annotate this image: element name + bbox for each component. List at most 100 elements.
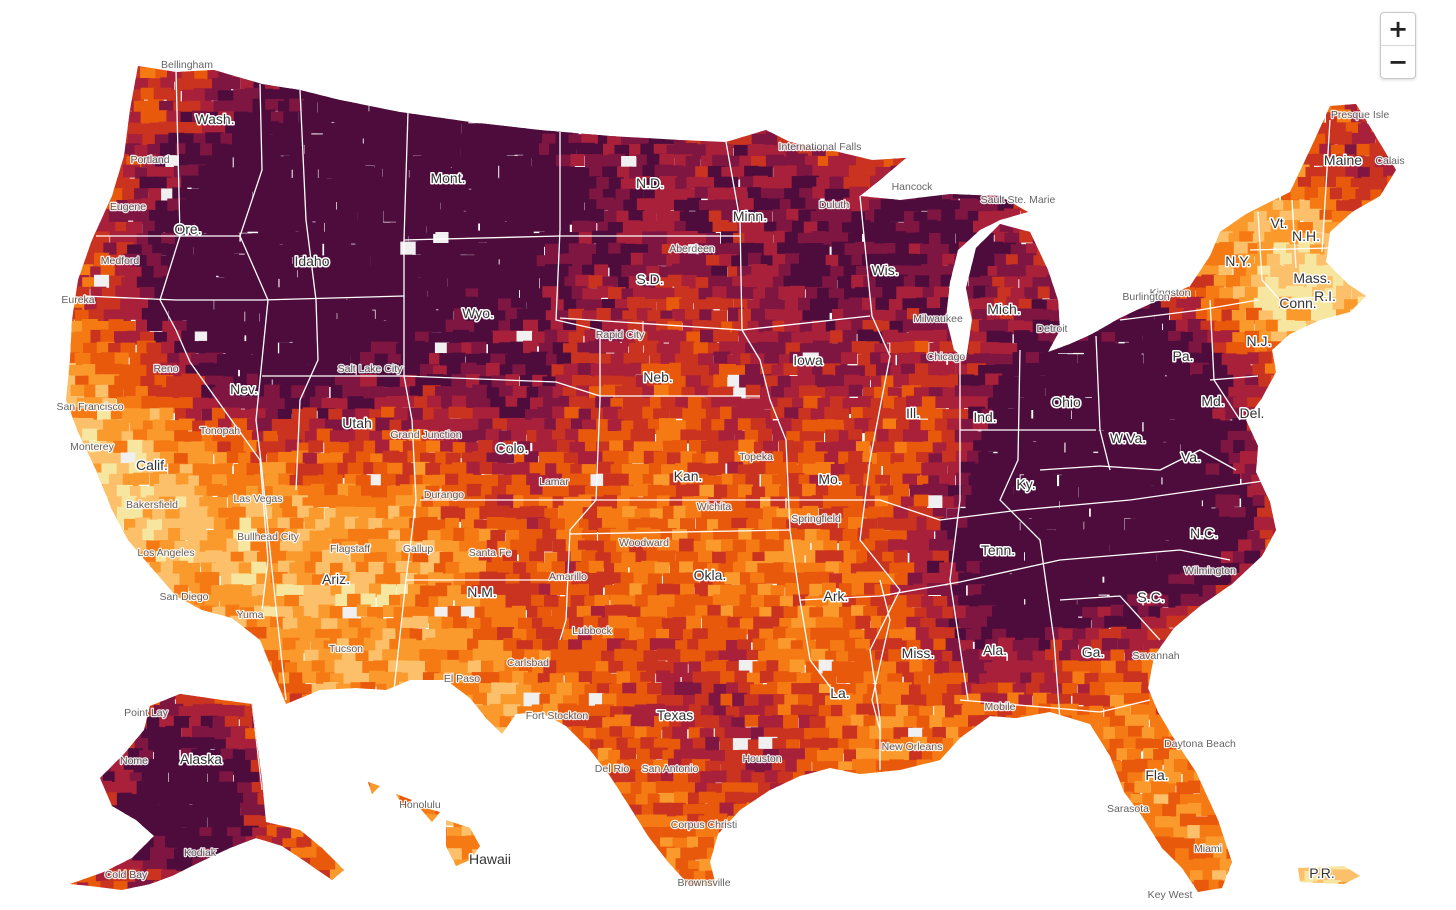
county-cell[interactable]	[113, 177, 130, 191]
county-cell[interactable]	[1335, 154, 1355, 169]
county-cell[interactable]	[992, 123, 1008, 138]
county-cell[interactable]	[1033, 208, 1048, 222]
county-cell[interactable]	[1103, 242, 1122, 256]
county-cell[interactable]	[1356, 77, 1373, 94]
county-cell[interactable]	[784, 121, 801, 137]
county-cell[interactable]	[630, 99, 645, 112]
county-cell[interactable]	[1082, 208, 1099, 223]
county-cell[interactable]	[343, 78, 359, 93]
county-cell[interactable]	[334, 110, 350, 125]
county-cell[interactable]	[1316, 452, 1334, 467]
county-cell[interactable]	[253, 57, 273, 71]
county-cell[interactable]	[56, 453, 73, 468]
county-cell[interactable]	[1349, 242, 1365, 257]
county-cell[interactable]	[1317, 561, 1336, 578]
county-cell[interactable]	[453, 176, 469, 192]
county-cell[interactable]	[1162, 99, 1180, 114]
county-cell[interactable]	[214, 56, 229, 69]
county-cell[interactable]	[838, 77, 857, 90]
county-cell[interactable]	[1175, 209, 1192, 226]
county-cell[interactable]	[96, 516, 113, 532]
county-cell[interactable]	[1168, 266, 1187, 281]
county-cell[interactable]	[552, 55, 572, 68]
county-cell[interactable]	[740, 110, 758, 125]
county-cell[interactable]	[945, 66, 965, 83]
county-cell[interactable]	[1310, 462, 1326, 477]
county-cell[interactable]	[700, 89, 717, 105]
county-cell[interactable]	[1083, 297, 1099, 312]
county-cell[interactable]	[809, 55, 829, 69]
county-cell[interactable]	[1064, 308, 1082, 321]
county-cell[interactable]	[721, 78, 739, 94]
county-cell[interactable]	[71, 167, 89, 179]
county-cell[interactable]	[1075, 287, 1092, 303]
county-cell[interactable]	[1175, 187, 1192, 204]
county-cell[interactable]	[779, 112, 799, 129]
county-cell[interactable]	[772, 56, 787, 68]
county-cell[interactable]	[461, 56, 479, 72]
county-cell[interactable]	[1358, 452, 1374, 467]
county-cell[interactable]	[1325, 89, 1341, 105]
county-cell[interactable]	[264, 121, 280, 135]
county-cell[interactable]	[1254, 451, 1271, 465]
county-cell[interactable]	[58, 496, 73, 511]
county-cell[interactable]	[1189, 166, 1205, 180]
county-cell[interactable]	[492, 89, 507, 105]
county-cell[interactable]	[1376, 417, 1394, 431]
county-cell[interactable]	[1020, 210, 1039, 225]
county-cell[interactable]	[175, 78, 190, 92]
county-cell[interactable]	[1127, 66, 1142, 83]
county-cell[interactable]	[1115, 154, 1134, 170]
county-cell[interactable]	[633, 110, 649, 125]
county-cell[interactable]	[94, 274, 109, 289]
county-cell[interactable]	[1280, 145, 1295, 160]
county-cell[interactable]	[1298, 87, 1313, 101]
county-cell[interactable]	[89, 111, 105, 125]
county-cell[interactable]	[641, 98, 659, 113]
county-cell[interactable]	[1272, 419, 1289, 436]
county-cell[interactable]	[114, 352, 129, 366]
county-cell[interactable]	[1077, 177, 1093, 194]
county-cell[interactable]	[1342, 231, 1357, 246]
county-cell[interactable]	[1330, 517, 1348, 531]
county-cell[interactable]	[304, 77, 324, 92]
county-cell[interactable]	[1163, 254, 1179, 270]
county-cell[interactable]	[1186, 232, 1205, 246]
county-cell[interactable]	[1232, 198, 1251, 212]
county-cell[interactable]	[1332, 340, 1351, 356]
county-cell[interactable]	[1409, 322, 1425, 338]
county-cell[interactable]	[1355, 342, 1371, 357]
county-cell[interactable]	[1342, 450, 1358, 463]
county-cell[interactable]	[987, 177, 1007, 194]
county-cell[interactable]	[1356, 143, 1373, 156]
county-cell[interactable]	[1317, 429, 1331, 446]
county-cell[interactable]	[74, 66, 92, 82]
county-cell[interactable]	[421, 319, 438, 333]
county-cell[interactable]	[584, 66, 604, 79]
county-cell[interactable]	[51, 177, 68, 192]
county-cell[interactable]	[69, 187, 84, 203]
county-cell[interactable]	[108, 384, 124, 399]
county-cell[interactable]	[530, 87, 547, 103]
county-cell[interactable]	[1142, 109, 1157, 123]
county-cell[interactable]	[1127, 462, 1143, 476]
county-cell[interactable]	[1309, 418, 1327, 433]
county-cell[interactable]	[1127, 177, 1145, 192]
county-cell[interactable]	[882, 134, 898, 148]
county-cell[interactable]	[1390, 374, 1410, 388]
county-cell[interactable]	[289, 98, 305, 112]
county-cell[interactable]	[1267, 387, 1283, 401]
county-cell[interactable]	[1050, 220, 1068, 236]
county-cell[interactable]	[1361, 200, 1379, 216]
county-cell[interactable]	[355, 143, 371, 156]
county-cell[interactable]	[1212, 76, 1228, 93]
county-cell[interactable]	[855, 110, 871, 124]
county-cell[interactable]	[387, 90, 407, 105]
county-cell[interactable]	[1297, 441, 1313, 456]
county-cell[interactable]	[1404, 111, 1423, 126]
county-cell[interactable]	[1388, 265, 1402, 282]
county-cell[interactable]	[1408, 276, 1425, 288]
county-cell[interactable]	[818, 111, 834, 125]
county-cell[interactable]	[960, 396, 976, 409]
county-cell[interactable]	[477, 131, 496, 145]
